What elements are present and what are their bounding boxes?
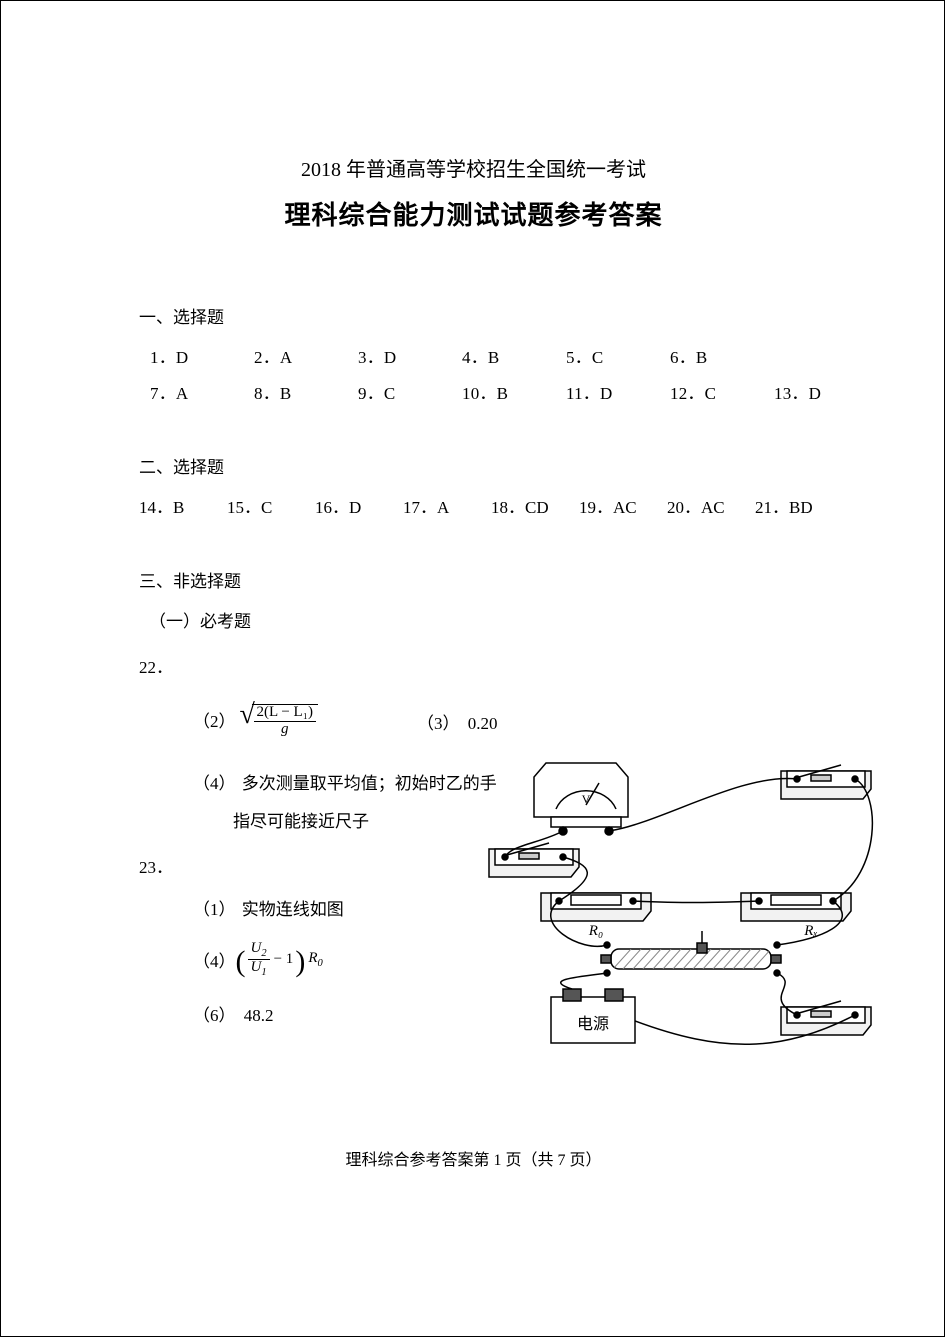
section-2-row: 14．B15．C16．D17．A18．CD19．AC20．AC21．BD: [139, 493, 843, 518]
answer-cell: 17．A: [403, 493, 491, 518]
section-1-row-1: 1．D2．A3．D4．B5．C6．B: [150, 343, 774, 368]
section-2-heading: 二、选择题: [139, 453, 224, 478]
right-paren-icon: ): [295, 947, 305, 977]
section-1-row-2: 7．A8．B9．C10．B11．D12．C13．D: [150, 379, 878, 404]
frac-denom: g: [281, 722, 289, 738]
answer-cell: 1．D: [150, 343, 254, 368]
q22-p4-text-a: 多次测量取平均值；初始时乙的手: [242, 774, 497, 793]
left-paren-icon: (: [236, 947, 246, 977]
circuit-diagram: V: [481, 753, 891, 1053]
r0-sub: 0: [317, 958, 322, 969]
q23-p6-value: 48.2: [244, 1006, 274, 1025]
power-source: 电源: [551, 989, 635, 1043]
rheostat: [601, 931, 781, 976]
q22-part2: （2） √ 2(L − L₁) g: [193, 701, 322, 738]
q22-part3: （3） 0.20: [417, 709, 498, 734]
section-1-heading: 一、选择题: [139, 303, 224, 328]
answer-cell: 10．B: [462, 379, 566, 404]
switch-mid-left: [489, 843, 579, 877]
main-title: 理科综合能力测试试题参考答案: [1, 195, 945, 232]
page: 2018 年普通高等学校招生全国统一考试 理科综合能力测试试题参考答案 一、选择…: [0, 0, 945, 1337]
q22-number: 22．: [139, 653, 173, 678]
q23-part6: （6） 48.2: [193, 1001, 274, 1026]
q22-p3-label: （3）: [417, 714, 460, 733]
answer-cell: 3．D: [358, 343, 462, 368]
answer-cell: 2．A: [254, 343, 358, 368]
answer-cell: 18．CD: [491, 493, 579, 518]
u1: U: [251, 959, 262, 975]
q22-part4-line2: 指尽可能接近尺子: [233, 807, 369, 832]
answer-cell: 20．AC: [667, 493, 755, 518]
footer-prefix: 理科综合参考答案第: [345, 1152, 493, 1169]
q23-p4-label: （4）: [193, 947, 236, 972]
answer-cell: 21．BD: [755, 493, 843, 518]
answer-cell: 8．B: [254, 379, 358, 404]
switch-top-right: [781, 765, 871, 799]
resistor-r0: R₀: [541, 893, 651, 939]
q22-p2-label: （2）: [193, 707, 236, 732]
answer-cell: 5．C: [566, 343, 670, 368]
voltmeter-icon: V: [534, 763, 628, 835]
q22-p4-label: （4）: [193, 774, 236, 793]
pre-title: 2018 年普通高等学校招生全国统一考试: [1, 153, 945, 182]
u2-sub: 2: [261, 948, 266, 959]
answer-cell: 9．C: [358, 379, 462, 404]
frac-numer: 2(L − L₁): [254, 705, 316, 722]
footer-total: 7: [558, 1152, 566, 1169]
sqrt-icon: √: [240, 699, 255, 731]
q22-part4-line1: （4） 多次测量取平均值；初始时乙的手: [193, 769, 497, 794]
footer-suffix: 页）: [566, 1152, 602, 1169]
switch-bottom-right: [781, 1001, 871, 1035]
u1-sub: 1: [261, 967, 266, 978]
answer-cell: 15．C: [227, 493, 315, 518]
answer-cell: 14．B: [139, 493, 227, 518]
answer-cell: 16．D: [315, 493, 403, 518]
page-footer: 理科综合参考答案第 1 页（共 7 页）: [1, 1146, 945, 1170]
answer-cell: 4．B: [462, 343, 566, 368]
section-3-heading: 三、非选择题: [139, 567, 241, 592]
answer-cell: 13．D: [774, 379, 878, 404]
voltmeter-label: V: [582, 792, 591, 806]
q23-part4: （4） ( U2 U1 − 1 ) R0: [193, 941, 323, 978]
answer-cell: 11．D: [566, 379, 670, 404]
sqrt-expression: √ 2(L − L₁) g: [252, 701, 318, 738]
answer-cell: 12．C: [670, 379, 774, 404]
source-label: 电源: [577, 1015, 609, 1033]
section-3-sub: （一）必考题: [149, 607, 251, 632]
q23-p6-label: （6）: [193, 1006, 236, 1025]
q23-part1: （1） 实物连线如图: [193, 895, 344, 920]
footer-mid: 页（共: [501, 1152, 557, 1169]
q22-p3-value: 0.20: [468, 714, 498, 733]
frac-u2-u1: U2 U1: [248, 941, 270, 978]
answer-cell: 6．B: [670, 343, 774, 368]
q23-p1-label: （1）: [193, 900, 236, 919]
minus-one: − 1: [274, 951, 294, 968]
answer-cell: 19．AC: [579, 493, 667, 518]
answer-cell: 7．A: [150, 379, 254, 404]
q23-number: 23．: [139, 853, 173, 878]
q23-p1-text: 实物连线如图: [242, 900, 344, 919]
u2: U: [251, 940, 262, 956]
r0-label: R₀: [588, 923, 603, 939]
